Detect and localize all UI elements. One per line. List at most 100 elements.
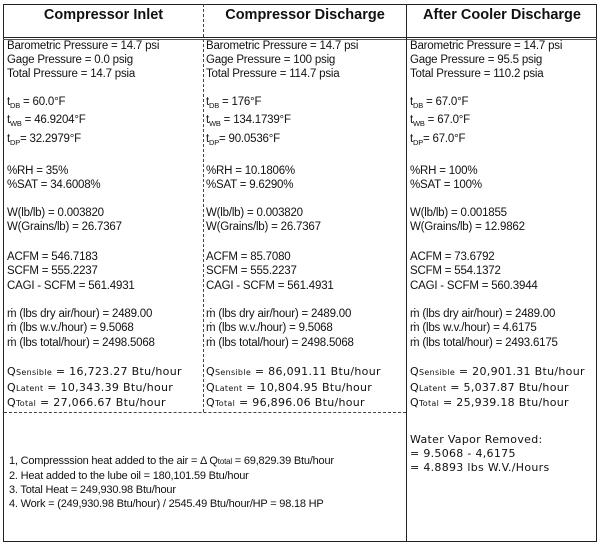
column-divider-dashed [203,4,204,412]
line-label: CAGI - SCFM = 561.4931 [7,280,135,292]
line-value: = 90.0536°F [219,133,280,145]
data-line: tWB = 134.1739°F [206,114,291,128]
column-title-after-cooler-discharge: After Cooler Discharge [423,7,581,23]
data-line: SCFM = 555.2237 [206,265,297,277]
line-label: Q [7,381,16,394]
header-divider [3,37,597,38]
data-line: %RH = 10.1806% [206,165,295,177]
line-subscript: DP [209,138,220,147]
row-divider-dashed [4,412,406,413]
line-label: SCFM = 555.2237 [7,265,98,277]
data-line: %RH = 100% [410,165,478,177]
line-value: = 27,066.67 Btu/hour [36,396,166,409]
line-label: ṁ (lbs w.v./hour) = 9.5068 [7,322,134,334]
data-line: %SAT = 34.6008% [7,179,101,191]
line-label: t [410,133,413,145]
line-label: ṁ (lbs total/hour) = 2498.5068 [206,337,354,349]
line-subscript: Latent [15,384,44,393]
note-value: = 69,829.39 Btu/hour [231,455,334,467]
data-line: CAGI - SCFM = 561.4931 [7,280,135,292]
line-label: W(Grains/lb) = 26.7367 [7,221,122,233]
line-label: ṁ (lbs w.v./hour) = 4.6175 [410,322,537,334]
data-line: ṁ (lbs total/hour) = 2493.6175 [410,337,558,349]
data-line: tDB = 176°F [206,96,262,110]
line-label: SCFM = 554.1372 [410,265,501,277]
line-value: = 32.2979°F [20,133,81,145]
line-label: Gage Pressure = 95.5 psig [410,54,543,66]
data-line: SCFM = 555.2237 [7,265,98,277]
data-line: Barometric Pressure = 14.7 psi [206,40,358,52]
data-line: ṁ (lbs w.v./hour) = 9.5068 [206,322,333,334]
data-line: ṁ (lbs dry air/hour) = 2489.00 [410,308,555,320]
line-label: ṁ (lbs dry air/hour) = 2489.00 [410,308,556,320]
line-subscript: Total [214,399,236,408]
line-subscript: DP [10,138,21,147]
data-line: tDP= 32.2979°F [7,133,81,147]
line-label: Q [206,365,215,378]
line-label: CAGI - SCFM = 561.4931 [206,280,334,292]
line-value: = 134.1739°F [220,114,291,126]
data-line: %RH = 35% [7,165,68,177]
data-line: tDP= 67.0°F [410,133,466,147]
line-label: %RH = 100% [410,165,478,177]
data-line: Gage Pressure = 100 psig [206,54,335,66]
heat-summary-notes: 1, Compresssion heat added to the air = … [9,454,334,511]
line-subscript: Total [418,399,440,408]
line-label: t [7,133,10,145]
line-value: = 20,901.31 Btu/hour [455,365,585,378]
line-label: W(lb/lb) = 0.001855 [410,207,507,219]
line-label: t [410,114,413,126]
water-vapor-line2: = 4.8893 lbs W.V./Hours [410,461,550,474]
line-label: %RH = 10.1806% [206,165,295,177]
line-subscript: WB [413,119,425,128]
line-label: Q [410,365,419,378]
line-subscript: Sensible [418,368,456,377]
line-label: W(Grains/lb) = 26.7367 [206,221,321,233]
line-value: = 5,037.87 Btu/hour [446,381,569,394]
data-line: tWB = 67.0°F [410,114,470,128]
line-label: t [7,114,10,126]
column-title-compressor-discharge: Compressor Discharge [225,7,385,23]
data-line: W(Grains/lb) = 12.9862 [410,221,525,233]
data-line: ACFM = 85.7080 [206,251,291,263]
line-label: t [206,114,209,126]
data-line: ṁ (lbs total/hour) = 2498.5068 [7,337,155,349]
line-label: CAGI - SCFM = 560.3944 [410,280,538,292]
line-label: W(lb/lb) = 0.003820 [7,207,104,219]
line-label: Gage Pressure = 100 psig [206,54,336,66]
line-label: %RH = 35% [7,165,69,177]
note-text: 1, Compresssion heat added to the air = … [9,455,218,467]
line-value: = 60.0°F [20,96,66,108]
data-line: %SAT = 100% [410,179,482,191]
line-value: = 25,939.18 Btu/hour [439,396,569,409]
water-vapor-title: Water Vapor Removed: [410,433,543,446]
line-label: Q [410,396,419,409]
data-line: ṁ (lbs dry air/hour) = 2489.00 [7,308,152,320]
data-line: Barometric Pressure = 14.7 psi [7,40,159,52]
data-line: QLatent = 5,037.87 Btu/hour [410,381,569,394]
line-label: W(Grains/lb) = 12.9862 [410,221,525,233]
line-subscript: DP [413,138,424,147]
data-line: QLatent = 10,804.95 Btu/hour [206,381,372,394]
line-value: = 96,896.06 Btu/hour [235,396,365,409]
data-line: SCFM = 554.1372 [410,265,501,277]
line-label: ṁ (lbs total/hour) = 2493.6175 [410,337,558,349]
water-vapor-removed: Water Vapor Removed: = 9.5068 - 4,6175 =… [410,433,550,475]
line-value: = 67.0°F [424,114,471,126]
line-label: t [7,96,10,108]
data-line: ṁ (lbs w.v./hour) = 9.5068 [7,322,134,334]
data-line: W(lb/lb) = 0.001855 [410,207,507,219]
data-line: W(lb/lb) = 0.003820 [7,207,104,219]
data-line: ṁ (lbs w.v./hour) = 4.6175 [410,322,537,334]
data-line: QSensible = 86,091.11 Btu/hour [206,365,381,378]
line-value: = 176°F [219,96,262,108]
data-line: Barometric Pressure = 14.7 psi [410,40,562,52]
data-line: ṁ (lbs total/hour) = 2498.5068 [206,337,354,349]
line-value: = 10,343.39 Btu/hour [43,381,174,394]
line-subscript: Sensible [15,368,53,377]
data-line: ACFM = 73.6792 [410,251,495,263]
line-subscript: DB [10,101,21,110]
note-total-heat: 3. Total Heat = 249,930.98 Btu/hour [9,484,176,496]
note-lube-oil-heat: 2. Heat added to the lube oil = 180,101.… [9,470,249,482]
line-subscript: DB [413,101,424,110]
